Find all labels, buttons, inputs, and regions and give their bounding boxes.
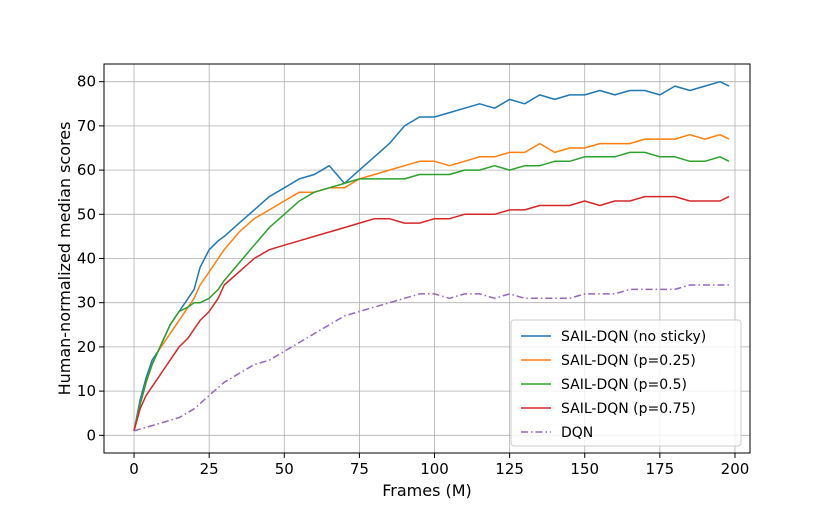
series-layer (133, 80, 730, 432)
x-tick-label: 75 (350, 460, 369, 478)
x-tick-label: 175 (646, 460, 675, 478)
y-tick-label: 40 (77, 250, 96, 268)
series-line-sail-dqn-p-0-75 (133, 195, 730, 432)
x-tick-label: 25 (200, 460, 219, 478)
x-tick-label: 50 (275, 460, 294, 478)
legend-label-dqn: DQN (561, 425, 593, 441)
x-tick-label: 125 (495, 460, 524, 478)
legend-label-sail-dqn-p-0-5: SAIL-DQN (p=0.5) (561, 377, 687, 393)
series-line-sail-dqn-no-sticky (133, 80, 730, 432)
y-tick-label: 20 (77, 338, 96, 356)
legend-label-sail-dqn-p-0-25: SAIL-DQN (p=0.25) (561, 353, 696, 369)
y-tick-label: 80 (77, 73, 96, 91)
legend-box (510, 319, 742, 447)
x-tick-label: 0 (129, 460, 139, 478)
series-line-sail-dqn-p-0-5 (133, 151, 730, 432)
y-tick-label: 50 (77, 205, 96, 223)
y-tick-label: 0 (86, 426, 96, 444)
y-tick-label: 60 (77, 161, 96, 179)
legend: SAIL-DQN (no sticky) SAIL-DQN (p=0.25) SAI… (510, 319, 742, 447)
y-tick-label: 30 (77, 294, 96, 312)
legend-label-sail-dqn-no-sticky: SAIL-DQN (no sticky) (561, 329, 706, 345)
y-tick-label: 10 (77, 382, 96, 400)
x-tick-label: 100 (420, 460, 449, 478)
x-tick-label: 150 (570, 460, 599, 478)
axis-ticks: 0 25 50 75 100 125 150 175 200 0 10 20 30 40 50 60 70 80 (77, 73, 749, 478)
x-axis-title: Frames (M) (382, 481, 472, 500)
legend-label-sail-dqn-p-0-75: SAIL-DQN (p=0.75) (561, 401, 696, 417)
series-line-sail-dqn-p-0-25 (133, 133, 730, 432)
y-tick-label: 70 (77, 117, 96, 135)
y-axis-title: Human-normalized median scores (55, 122, 74, 396)
x-tick-label: 200 (721, 460, 750, 478)
series-line-dqn (133, 284, 729, 432)
